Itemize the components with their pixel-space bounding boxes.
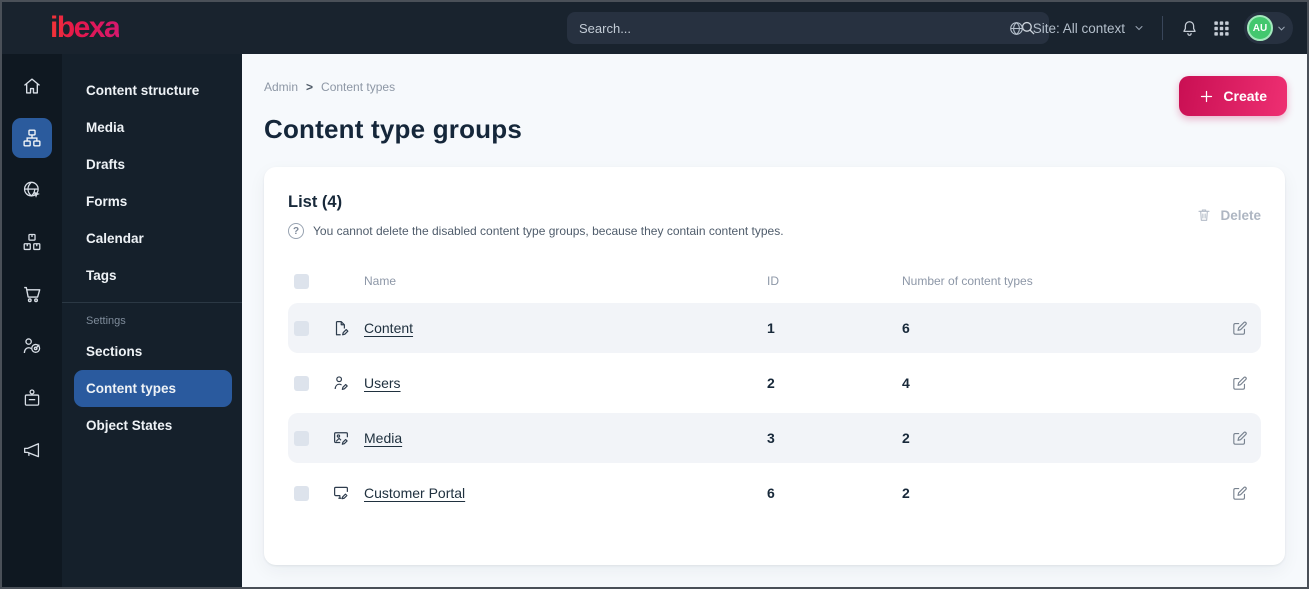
monitor-edit-icon <box>332 484 350 502</box>
group-count: 2 <box>902 430 910 446</box>
sidebar-item-media[interactable]: Media <box>86 120 125 135</box>
sidebar-menu: Content structure Media Drafts Forms Cal… <box>62 54 242 587</box>
notifications-bell-icon[interactable] <box>1180 19 1199 38</box>
menu-divider <box>62 302 242 303</box>
sidebar-item-forms[interactable]: Forms <box>86 194 128 209</box>
sidebar-item-content-structure[interactable]: Content structure <box>86 83 200 98</box>
list-heading: List (4) <box>288 193 343 211</box>
topbar: ibexa Site: All context <box>2 2 1307 54</box>
commerce-cart-icon[interactable] <box>12 274 52 314</box>
group-count: 2 <box>902 485 910 501</box>
group-link-content[interactable]: Content <box>364 320 414 336</box>
search-icon[interactable] <box>1019 19 1037 37</box>
home-icon[interactable] <box>12 66 52 106</box>
edit-icon[interactable] <box>1217 485 1261 502</box>
group-link-customer-portal[interactable]: Customer Portal <box>364 485 466 501</box>
table-row: Users 2 4 <box>288 358 1261 408</box>
global-search[interactable] <box>567 12 1049 44</box>
sidebar-item-calendar[interactable]: Calendar <box>86 231 144 246</box>
row-checkbox[interactable] <box>294 430 309 446</box>
page-title: Content type groups <box>264 114 523 144</box>
delete-button-label: Delete <box>1220 207 1261 223</box>
delete-button[interactable]: Delete <box>1196 207 1261 223</box>
group-link-users[interactable]: Users <box>364 375 401 391</box>
breadcrumb: Admin > Content types <box>264 80 1285 94</box>
trash-icon <box>1196 207 1212 223</box>
content-tree-icon[interactable] <box>12 118 52 158</box>
ibexa-logo[interactable]: ibexa <box>20 13 121 43</box>
icon-rail <box>2 54 62 587</box>
content-type-groups-card: List (4) ? You cannot delete the disable… <box>264 167 1285 565</box>
main-content: Admin > Content types Create Content typ… <box>242 54 1307 587</box>
table-header-row: Name ID Number of content types <box>288 263 1261 299</box>
create-button-label: Create <box>1223 88 1267 104</box>
table-row: Customer Portal 6 2 <box>288 468 1261 518</box>
settings-section-label: Settings <box>86 315 126 327</box>
user-menu[interactable]: AU <box>1244 12 1293 44</box>
group-id: 3 <box>767 430 775 446</box>
sidebar-item-tags[interactable]: Tags <box>86 268 117 283</box>
site-globe-icon[interactable] <box>12 170 52 210</box>
edit-icon[interactable] <box>1217 430 1261 447</box>
topbar-divider <box>1162 16 1163 40</box>
app-grid-icon[interactable] <box>1212 19 1231 38</box>
list-help-text: You cannot delete the disabled content t… <box>313 224 784 238</box>
group-id: 2 <box>767 375 775 391</box>
select-all-checkbox[interactable] <box>294 273 309 289</box>
chevron-down-icon <box>1133 22 1145 34</box>
column-header-count: Number of content types <box>902 274 1033 288</box>
image-edit-icon <box>332 429 350 447</box>
user-edit-icon <box>332 374 350 392</box>
sidebar-item-drafts[interactable]: Drafts <box>86 157 126 172</box>
group-id: 1 <box>767 320 775 336</box>
products-icon[interactable] <box>12 222 52 262</box>
edit-icon[interactable] <box>1217 375 1261 392</box>
breadcrumb-content-types: Content types <box>321 80 396 94</box>
breadcrumb-separator: > <box>306 80 314 94</box>
chevron-down-icon <box>1276 23 1287 34</box>
group-count: 4 <box>902 375 910 391</box>
create-button[interactable]: Create <box>1179 76 1287 116</box>
topbar-right: Site: All context AU <box>1008 2 1293 54</box>
customers-target-icon[interactable] <box>12 326 52 366</box>
plus-icon <box>1199 89 1214 104</box>
breadcrumb-admin[interactable]: Admin <box>264 80 299 94</box>
file-edit-icon <box>332 319 350 337</box>
row-checkbox[interactable] <box>294 320 309 336</box>
group-link-media[interactable]: Media <box>364 430 403 446</box>
corporate-badge-icon[interactable] <box>12 378 52 418</box>
site-context-selector[interactable]: Site: All context <box>1008 20 1145 37</box>
globe-icon <box>1008 20 1025 37</box>
group-id: 6 <box>767 485 775 501</box>
table-row: Content 1 6 <box>288 303 1261 353</box>
content-type-groups-table: Name ID Number of content types <box>288 263 1261 518</box>
marketing-megaphone-icon[interactable] <box>12 430 52 470</box>
sidebar-item-content-types[interactable]: Content types <box>74 370 232 407</box>
help-icon: ? <box>288 223 304 239</box>
column-header-name: Name <box>364 274 397 288</box>
avatar: AU <box>1247 15 1273 41</box>
table-row: Media 3 2 <box>288 413 1261 463</box>
column-header-id: ID <box>767 274 779 288</box>
group-count: 6 <box>902 320 910 336</box>
sidebar-item-sections[interactable]: Sections <box>86 344 143 359</box>
edit-icon[interactable] <box>1217 320 1261 337</box>
row-checkbox[interactable] <box>294 375 309 391</box>
sidebar-item-object-states[interactable]: Object States <box>86 418 173 433</box>
site-context-label: Site: All context <box>1032 20 1125 36</box>
row-checkbox[interactable] <box>294 485 309 501</box>
search-input[interactable] <box>579 20 1019 36</box>
